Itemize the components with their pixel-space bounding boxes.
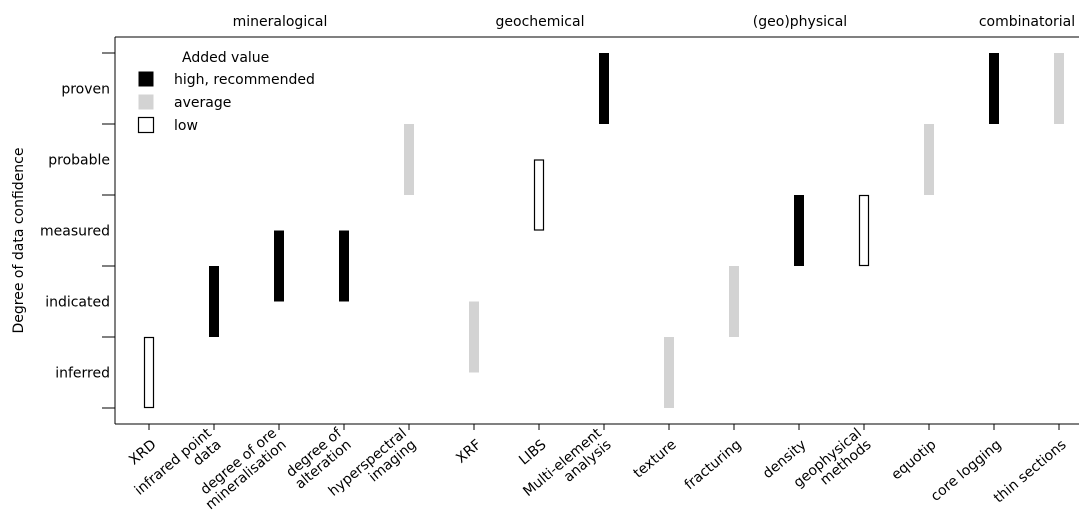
bar-average (924, 124, 934, 195)
bar-high (209, 266, 219, 337)
bar-low (858, 194, 870, 267)
group-heading: mineralogical (233, 14, 328, 30)
x-tick-label: equotip (889, 437, 940, 484)
x-tick-label: Multi-elementanalysis (520, 425, 615, 511)
bar-high (339, 230, 349, 302)
legend-label: low (174, 118, 198, 134)
x-tick-label: texture (631, 437, 680, 482)
x-tick-label-line: XRF (453, 437, 484, 467)
group-heading: combinatorial (979, 14, 1075, 30)
y-tick-label: inferred (55, 366, 110, 382)
bar-high (274, 230, 284, 302)
legend-label: high, recommended (174, 72, 315, 88)
group-heading: geochemical (496, 14, 585, 30)
x-tick-label-line: fracturing (682, 437, 745, 493)
legend-title: Added value (182, 50, 269, 66)
x-tick-label-line: LIBS (516, 437, 549, 469)
bar-average (1054, 53, 1064, 124)
bar-average (404, 124, 414, 195)
legend-swatch-low (137, 116, 155, 134)
x-tick-label-line: XRD (126, 437, 159, 469)
legend-label: average (174, 95, 231, 111)
x-tick-label-line: equotip (889, 437, 940, 484)
bar-low (143, 336, 155, 409)
x-tick-label: XRD (126, 437, 159, 469)
bar-average (664, 337, 674, 408)
legend: Added value high, recommended average low (137, 50, 315, 134)
y-tick-label: proven (61, 82, 110, 98)
bar-high (794, 195, 804, 266)
x-tick-label: XRF (453, 437, 484, 467)
group-heading: (geo)physical (753, 14, 847, 30)
y-tick-label: probable (48, 153, 110, 169)
x-tick-label-line: texture (631, 437, 680, 482)
bar-low (533, 159, 545, 231)
y-tick-label: measured (40, 224, 110, 240)
bar-high (989, 53, 999, 124)
x-tick-label: geophysicalmethods (791, 425, 875, 502)
bar-average (469, 301, 479, 373)
bar-high (599, 53, 609, 124)
x-tick-label: LIBS (516, 437, 549, 469)
y-axis-label: Degree of data confidence (11, 148, 27, 334)
bar-average (729, 266, 739, 337)
x-tick-label: fracturing (682, 437, 745, 493)
legend-swatch-average (138, 94, 154, 110)
legend-swatch-high (138, 71, 154, 87)
y-tick-label: indicated (45, 295, 110, 311)
